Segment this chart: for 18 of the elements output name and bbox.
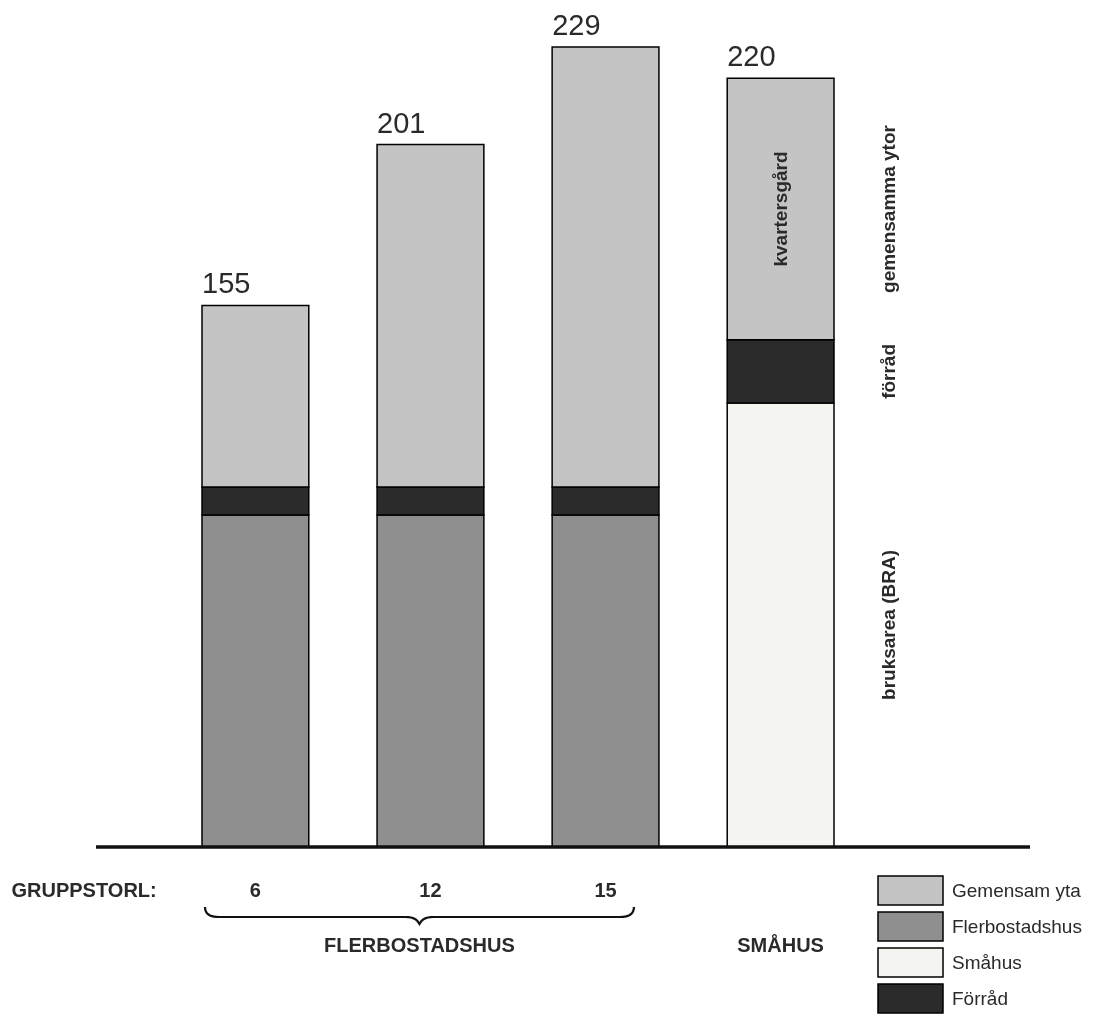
legend-label: Gemensam yta [952,879,1082,901]
text: SMÅHUS [737,933,824,956]
annotation: 201 [377,106,426,139]
x-axis-title: GRUPPSTORL: [11,878,157,901]
annotation: 220 [727,40,776,73]
annotation: 229 [552,9,601,41]
legend-label: Småhus [952,951,1022,973]
annotation: kvartersgård [769,151,791,267]
x-tick-label: 12 [419,878,442,901]
x-tick-label: 15 [594,878,617,901]
x-tick-label: 6 [249,878,261,901]
annotation: 155 [202,267,251,300]
legend-label: Förråd [952,987,1008,1009]
text: bruksarea (BRA) [878,550,899,700]
legend-label: Flerbostadshus [952,915,1082,937]
text: förråd [878,343,899,399]
text: FLERBOSTADSHUS [324,934,515,956]
text: gemensamma ytor [878,124,899,293]
